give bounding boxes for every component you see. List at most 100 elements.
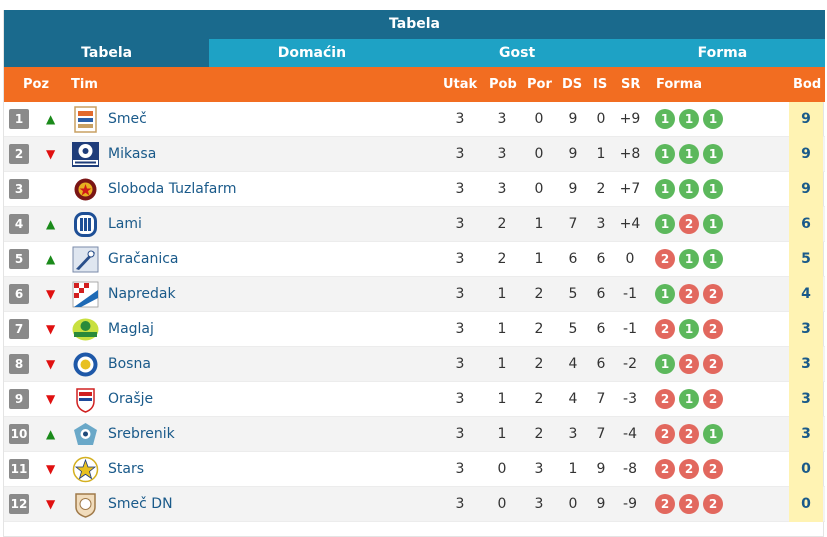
cell-utak: 3 bbox=[455, 216, 465, 232]
cell-utak: 3 bbox=[455, 461, 465, 477]
form-badge: 2 bbox=[679, 284, 699, 304]
header-tim: Tim bbox=[71, 77, 98, 92]
form-badge: 1 bbox=[679, 109, 699, 129]
team-name-link[interactable]: Gračanica bbox=[108, 251, 179, 267]
form-badge: 2 bbox=[655, 424, 675, 444]
position-badge: 3 bbox=[9, 179, 29, 199]
cell-pob: 3 bbox=[497, 146, 507, 162]
tab-domacin[interactable]: Domaćin bbox=[209, 39, 415, 67]
form-badge: 2 bbox=[703, 389, 723, 409]
cell-is: 6 bbox=[596, 356, 606, 372]
position-badge: 4 bbox=[9, 214, 29, 234]
header-pob: Pob bbox=[489, 77, 517, 92]
team-name-link[interactable]: Stars bbox=[108, 461, 145, 477]
table-row[interactable]: 12 ▼ Smeč DN 3 0 3 0 9 -9 2 2 2 0 bbox=[4, 487, 825, 522]
cell-por: 2 bbox=[534, 356, 544, 372]
cell-is: 3 bbox=[596, 216, 606, 232]
points-cell: 4 bbox=[789, 277, 823, 312]
team-name-link[interactable]: Sloboda Tuzlafarm bbox=[108, 181, 237, 197]
cell-sr: -1 bbox=[623, 321, 637, 337]
team-name-link[interactable]: Orašje bbox=[108, 391, 154, 407]
cell-pob: 1 bbox=[497, 286, 507, 302]
table-row[interactable]: 5 ▲ Gračanica 3 2 1 6 6 0 2 1 1 5 bbox=[4, 242, 825, 277]
team-name-link[interactable]: Napredak bbox=[108, 286, 176, 302]
cell-pob: 3 bbox=[497, 111, 507, 127]
widget-title: Tabela bbox=[4, 10, 825, 39]
mikasa-logo bbox=[72, 142, 99, 167]
table-row[interactable]: 3 Sloboda Tuzlafarm 3 3 0 9 2 +7 1 1 1 9 bbox=[4, 172, 825, 207]
form-badge: 2 bbox=[679, 214, 699, 234]
header-forma: Forma bbox=[656, 77, 703, 92]
cell-sr: -9 bbox=[623, 496, 637, 512]
team-name-link[interactable]: Smeč bbox=[108, 111, 147, 127]
trend-down-icon: ▼ bbox=[46, 462, 56, 476]
points-cell: 9 bbox=[789, 102, 823, 137]
cell-por: 2 bbox=[534, 321, 544, 337]
cell-is: 6 bbox=[596, 321, 606, 337]
form-badge: 2 bbox=[655, 459, 675, 479]
tab-forma[interactable]: Forma bbox=[619, 39, 825, 67]
form-badge: 2 bbox=[679, 424, 699, 444]
points-cell: 0 bbox=[789, 487, 823, 522]
trend-down-icon: ▼ bbox=[46, 287, 56, 301]
table-row[interactable]: 1 ▲ Smeč 3 3 0 9 0 +9 1 1 1 9 bbox=[4, 102, 825, 137]
trend-up-icon: ▲ bbox=[46, 112, 56, 126]
header-is: IS bbox=[593, 77, 608, 92]
cell-sr: -8 bbox=[623, 461, 637, 477]
cell-is: 2 bbox=[596, 181, 606, 197]
cell-por: 2 bbox=[534, 391, 544, 407]
table-row[interactable]: 10 ▲ Srebrenik 3 1 2 3 7 -4 2 2 1 3 bbox=[4, 417, 825, 452]
points-cell: 3 bbox=[789, 382, 823, 417]
orasje-logo bbox=[76, 388, 95, 413]
cell-ds: 9 bbox=[568, 146, 578, 162]
team-name-link[interactable]: Srebrenik bbox=[108, 426, 175, 442]
form-badge: 2 bbox=[655, 494, 675, 514]
stars-logo bbox=[72, 456, 99, 483]
smec-logo bbox=[74, 106, 97, 133]
team-name-link[interactable]: Lami bbox=[108, 216, 142, 232]
tab-bar: Tabela Domaćin Gost Forma bbox=[4, 39, 825, 67]
form-badge: 2 bbox=[655, 389, 675, 409]
form-badge: 1 bbox=[679, 179, 699, 199]
table-row[interactable]: 7 ▼ Maglaj 3 1 2 5 6 -1 2 1 2 3 bbox=[4, 312, 825, 347]
cell-por: 2 bbox=[534, 426, 544, 442]
cell-pob: 1 bbox=[497, 426, 507, 442]
cell-pob: 2 bbox=[497, 216, 507, 232]
tab-gost[interactable]: Gost bbox=[414, 39, 620, 67]
cell-pob: 1 bbox=[497, 321, 507, 337]
cell-sr: -4 bbox=[623, 426, 637, 442]
trend-down-icon: ▼ bbox=[46, 147, 56, 161]
cell-pob: 1 bbox=[497, 391, 507, 407]
table-row[interactable]: 11 ▼ Stars 3 0 3 1 9 -8 2 2 2 0 bbox=[4, 452, 825, 487]
form-badge: 1 bbox=[655, 284, 675, 304]
cell-utak: 3 bbox=[455, 356, 465, 372]
form-badge: 2 bbox=[655, 319, 675, 339]
points-cell: 5 bbox=[789, 242, 823, 277]
form-badge: 2 bbox=[703, 354, 723, 374]
team-name-link[interactable]: Maglaj bbox=[108, 321, 154, 337]
tab-tabela[interactable]: Tabela bbox=[4, 39, 210, 67]
table-row[interactable]: 4 ▲ Lami 3 2 1 7 3 +4 1 2 1 6 bbox=[4, 207, 825, 242]
position-badge: 9 bbox=[9, 389, 29, 409]
form-badge: 1 bbox=[655, 354, 675, 374]
form-badge: 1 bbox=[679, 249, 699, 269]
form-badge: 1 bbox=[703, 424, 723, 444]
header-sr: SR bbox=[621, 77, 641, 92]
cell-utak: 3 bbox=[455, 426, 465, 442]
napredak-logo bbox=[72, 281, 99, 308]
table-row[interactable]: 8 ▼ Bosna 3 1 2 4 6 -2 1 2 2 3 bbox=[4, 347, 825, 382]
position-badge: 2 bbox=[9, 144, 29, 164]
table-row[interactable]: 6 ▼ Napredak 3 1 2 5 6 -1 1 2 2 4 bbox=[4, 277, 825, 312]
table-row[interactable]: 2 ▼ Mikasa 3 3 0 9 1 +8 1 1 1 9 bbox=[4, 137, 825, 172]
table-row[interactable]: 9 ▼ Orašje 3 1 2 4 7 -3 2 1 2 3 bbox=[4, 382, 825, 417]
table-header: Poz Tim Utak Pob Por DS IS SR Forma Bod bbox=[4, 67, 825, 102]
team-name-link[interactable]: Smeč DN bbox=[108, 496, 173, 512]
cell-pob: 0 bbox=[497, 496, 507, 512]
cell-por: 0 bbox=[534, 111, 544, 127]
team-name-link[interactable]: Mikasa bbox=[108, 146, 157, 162]
team-name-link[interactable]: Bosna bbox=[108, 356, 151, 372]
